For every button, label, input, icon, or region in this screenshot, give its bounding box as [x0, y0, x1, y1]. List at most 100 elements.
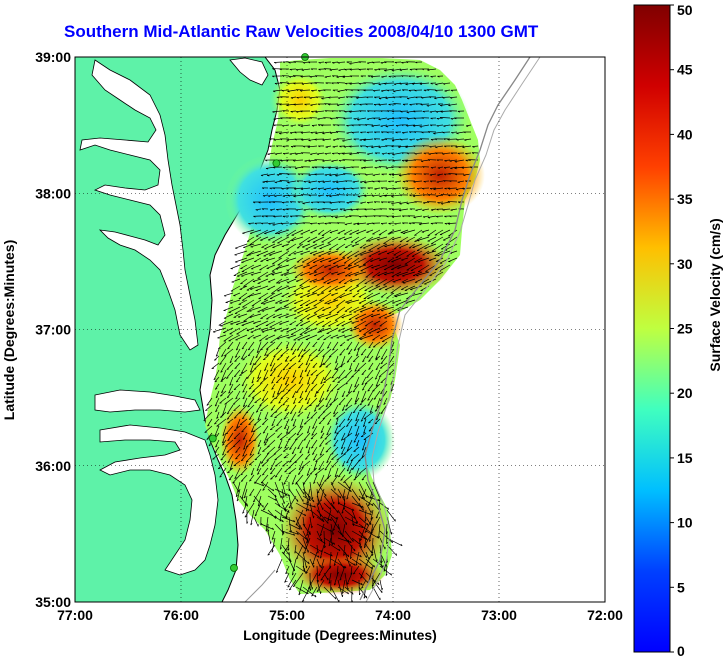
velocity-arrow: [337, 271, 346, 275]
velocity-arrow-head: [246, 446, 249, 448]
velocity-arrow: [440, 201, 451, 205]
velocity-arrow-head: [375, 516, 379, 519]
velocity-arrow-head: [341, 395, 345, 398]
velocity-arrow-head: [344, 83, 348, 85]
velocity-arrow: [291, 376, 297, 383]
velocity-arrow: [248, 460, 255, 466]
velocity-arrow-head: [359, 104, 362, 106]
velocity-arrow: [228, 474, 234, 481]
velocity-arrow: [329, 551, 332, 569]
velocity-arrow-head: [434, 222, 438, 225]
velocity-arrow: [243, 488, 248, 499]
velocity-arrow: [320, 425, 325, 433]
velocity-arrow: [371, 516, 381, 531]
velocity-arrow-head: [361, 505, 364, 508]
velocity-arrow: [442, 152, 451, 155]
velocity-arrow-head: [270, 369, 273, 372]
velocity-arrow: [227, 432, 234, 441]
velocity-arrow-head: [336, 181, 339, 184]
velocity-arrow-head: [386, 541, 389, 545]
velocity-arrow-head: [264, 417, 267, 420]
velocity-arrow: [457, 180, 465, 183]
velocity-arrow-head: [343, 553, 346, 556]
velocity-arrow-head: [332, 139, 336, 141]
velocity-arrow-head: [405, 160, 408, 163]
velocity-arrow: [274, 481, 282, 499]
velocity-arrow-head: [256, 380, 259, 382]
velocity-arrow: [352, 404, 360, 414]
velocity-arrow-head: [297, 355, 301, 357]
velocity-arrow: [354, 467, 360, 479]
velocity-arrow: [320, 355, 325, 367]
velocity-arrow-head: [335, 217, 338, 219]
velocity-arrow: [272, 257, 283, 265]
velocity-arrow-head: [331, 160, 334, 163]
velocity-arrow-head: [323, 117, 326, 119]
velocity-arrow: [319, 439, 325, 447]
velocity-arrow: [270, 208, 276, 211]
velocity-arrow-head: [304, 370, 308, 373]
velocity-arrow: [360, 313, 374, 321]
velocity-arrow: [444, 89, 451, 92]
velocity-arrow: [341, 460, 346, 467]
velocity-arrow: [345, 271, 353, 277]
velocity-arrow: [322, 159, 332, 162]
velocity-arrow: [414, 278, 423, 283]
velocity-arrow-head: [214, 359, 217, 361]
velocity-arrow-head: [282, 61, 285, 64]
velocity-arrow-head: [336, 222, 340, 225]
colorbar-tick-label: 5: [677, 579, 685, 595]
velocity-arrow: [255, 229, 269, 237]
velocity-arrow: [212, 453, 220, 460]
velocity-arrow: [339, 250, 346, 256]
velocity-arrow: [323, 495, 335, 509]
velocity-arrow: [206, 432, 213, 440]
velocity-arrow: [323, 509, 338, 520]
velocity-arrow-head: [241, 459, 244, 462]
velocity-arrow: [338, 68, 346, 71]
velocity-arrow-head: [331, 453, 334, 455]
velocity-arrow: [393, 89, 402, 92]
velocity-arrow-head: [338, 425, 341, 428]
velocity-arrow: [456, 138, 465, 140]
velocity-arrow: [248, 432, 255, 442]
velocity-arrow: [226, 411, 234, 420]
velocity-arrow: [352, 292, 360, 298]
velocity-arrow-head: [282, 215, 286, 218]
velocity-arrow-head: [321, 167, 325, 169]
velocity-arrow-head: [433, 133, 436, 135]
velocity-arrow-head: [240, 473, 243, 476]
velocity-arrow: [307, 425, 311, 434]
velocity-arrow-head: [305, 398, 308, 401]
velocity-arrow-head: [248, 423, 251, 426]
velocity-arrow-head: [331, 188, 334, 191]
velocity-arrow-head: [355, 521, 358, 524]
velocity-arrow: [267, 544, 276, 556]
velocity-arrow-head: [305, 572, 308, 574]
velocity-arrow: [386, 509, 396, 522]
velocity-arrow: [256, 460, 262, 471]
velocity-arrow-head: [422, 216, 426, 218]
velocity-arrow: [358, 516, 369, 526]
velocity-arrow-head: [373, 398, 377, 400]
velocity-arrow-head: [435, 84, 438, 86]
grid: [75, 57, 605, 602]
velocity-arrow: [219, 355, 227, 365]
velocity-arrow-head: [406, 112, 409, 114]
velocity-arrow-head: [343, 173, 346, 176]
velocity-arrow: [342, 152, 353, 154]
velocity-arrow: [242, 229, 255, 234]
velocity-arrow: [436, 180, 444, 183]
velocity-arrow-head: [276, 570, 279, 573]
velocity-arrow: [324, 474, 332, 482]
velocity-arrow: [336, 243, 346, 250]
velocity-arrow: [360, 250, 374, 256]
velocity-arrow: [372, 579, 383, 594]
velocity-arrow: [289, 439, 297, 450]
velocity-arrow-head: [421, 117, 424, 120]
velocity-arrow: [218, 320, 227, 326]
velocity-arrow: [325, 390, 332, 401]
velocity-arrow-head: [219, 475, 222, 478]
velocity-arrow-head: [305, 458, 308, 460]
